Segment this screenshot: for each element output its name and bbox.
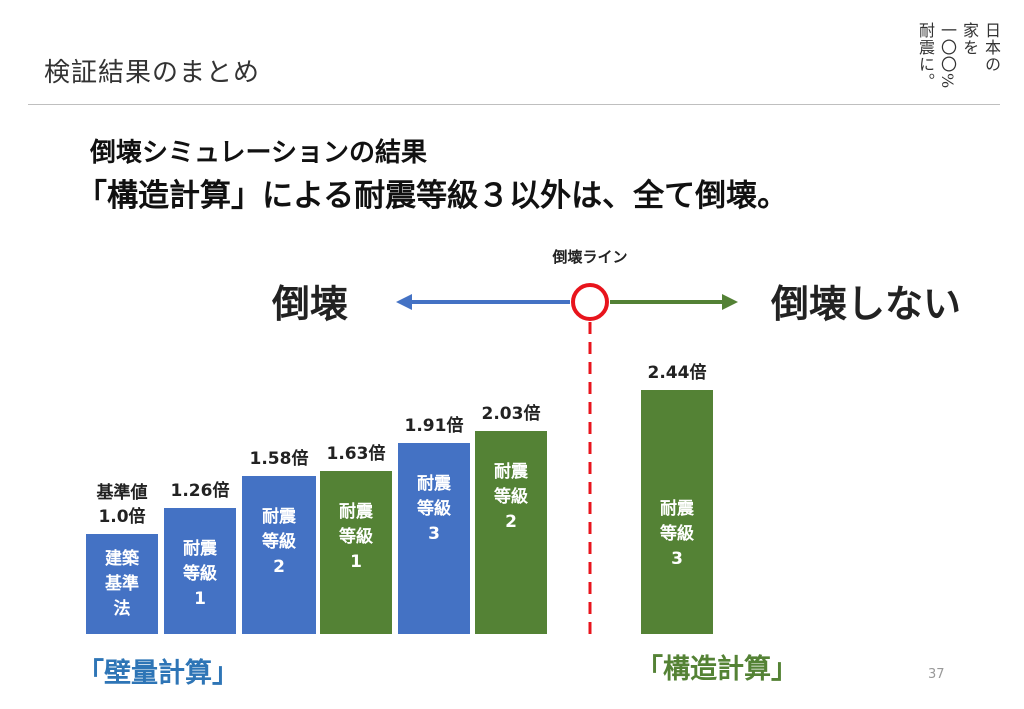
page-number: 37	[928, 667, 945, 682]
logo-column-2: 家を	[960, 22, 979, 56]
bar-1-inner-label: 建築	[105, 548, 140, 569]
logo-column-3: 一〇〇%	[938, 22, 957, 90]
bar-2-value-label: 1.26倍	[171, 480, 230, 501]
header-divider	[28, 104, 1000, 105]
bar-7-inner-label: 等級	[660, 523, 694, 544]
bar-1-value-label: 1.0倍	[98, 506, 145, 527]
slide-title: 検証結果のまとめ	[44, 58, 261, 88]
group-label-structural-calc: 「構造計算」	[636, 653, 798, 685]
threshold-circle-marker	[571, 283, 609, 321]
bar-2-inner-label: 等級	[183, 563, 217, 584]
bar-7	[641, 390, 713, 634]
bar-4-inner-label: 1	[350, 552, 362, 572]
brand-logo: 日本の 家を 一〇〇% 耐震に。	[916, 22, 1001, 94]
collapse-direction-label: 倒壊	[271, 282, 348, 326]
bar-6-inner-label: 等級	[494, 486, 528, 507]
bar-3-value-label: 1.58倍	[250, 448, 309, 469]
bar-7-value-label: 2.44倍	[648, 362, 707, 383]
bar-5-value-label: 1.91倍	[405, 415, 464, 436]
collapse-arrow-head	[396, 294, 412, 310]
logo-column-1: 日本の	[982, 22, 1001, 73]
bar-3-inner-label: 耐震	[262, 506, 297, 527]
bar-1-value-label: 基準値	[96, 482, 148, 503]
bar-6-value-label: 2.03倍	[482, 403, 541, 424]
bar-5-inner-label: 耐震	[417, 473, 452, 494]
bar-2-inner-label: 耐震	[183, 538, 218, 559]
bar-1	[86, 534, 158, 634]
bar-5-inner-label: 3	[428, 524, 440, 544]
bar-6-inner-label: 2	[505, 512, 517, 532]
bar-3	[242, 476, 316, 634]
logo-column-4: 耐震に。	[916, 22, 935, 90]
headline: 倒壊シミュレーションの結果	[90, 138, 427, 168]
bar-7-inner-label: 耐震	[660, 498, 695, 519]
bar-4-inner-label: 等級	[339, 526, 373, 547]
bar-3-inner-label: 等級	[262, 531, 296, 552]
bar-2-inner-label: 1	[194, 589, 206, 609]
bar-7-inner-label: 3	[671, 549, 683, 569]
bar-4-value-label: 1.63倍	[327, 443, 386, 464]
bar-1-inner-label: 基準	[104, 573, 139, 594]
group-label-wall-quantity: 「壁量計算」	[77, 657, 239, 689]
bar-4-inner-label: 耐震	[339, 501, 374, 522]
bar-4	[320, 471, 392, 634]
subheadline: 「構造計算」による耐震等級３以外は、全て倒壊。	[76, 178, 789, 214]
bar-3-inner-label: 2	[273, 557, 285, 577]
collapse-threshold-label: 倒壊ライン	[551, 248, 627, 266]
no-collapse-arrow-head	[722, 294, 738, 310]
no-collapse-direction-label: 倒壊しない	[770, 282, 961, 326]
bar-5	[398, 443, 470, 634]
bar-6	[475, 431, 547, 634]
bar-1-inner-label: 法	[114, 598, 131, 619]
bar-5-inner-label: 等級	[417, 498, 451, 519]
bar-2	[164, 508, 236, 634]
bar-6-inner-label: 耐震	[494, 461, 529, 482]
